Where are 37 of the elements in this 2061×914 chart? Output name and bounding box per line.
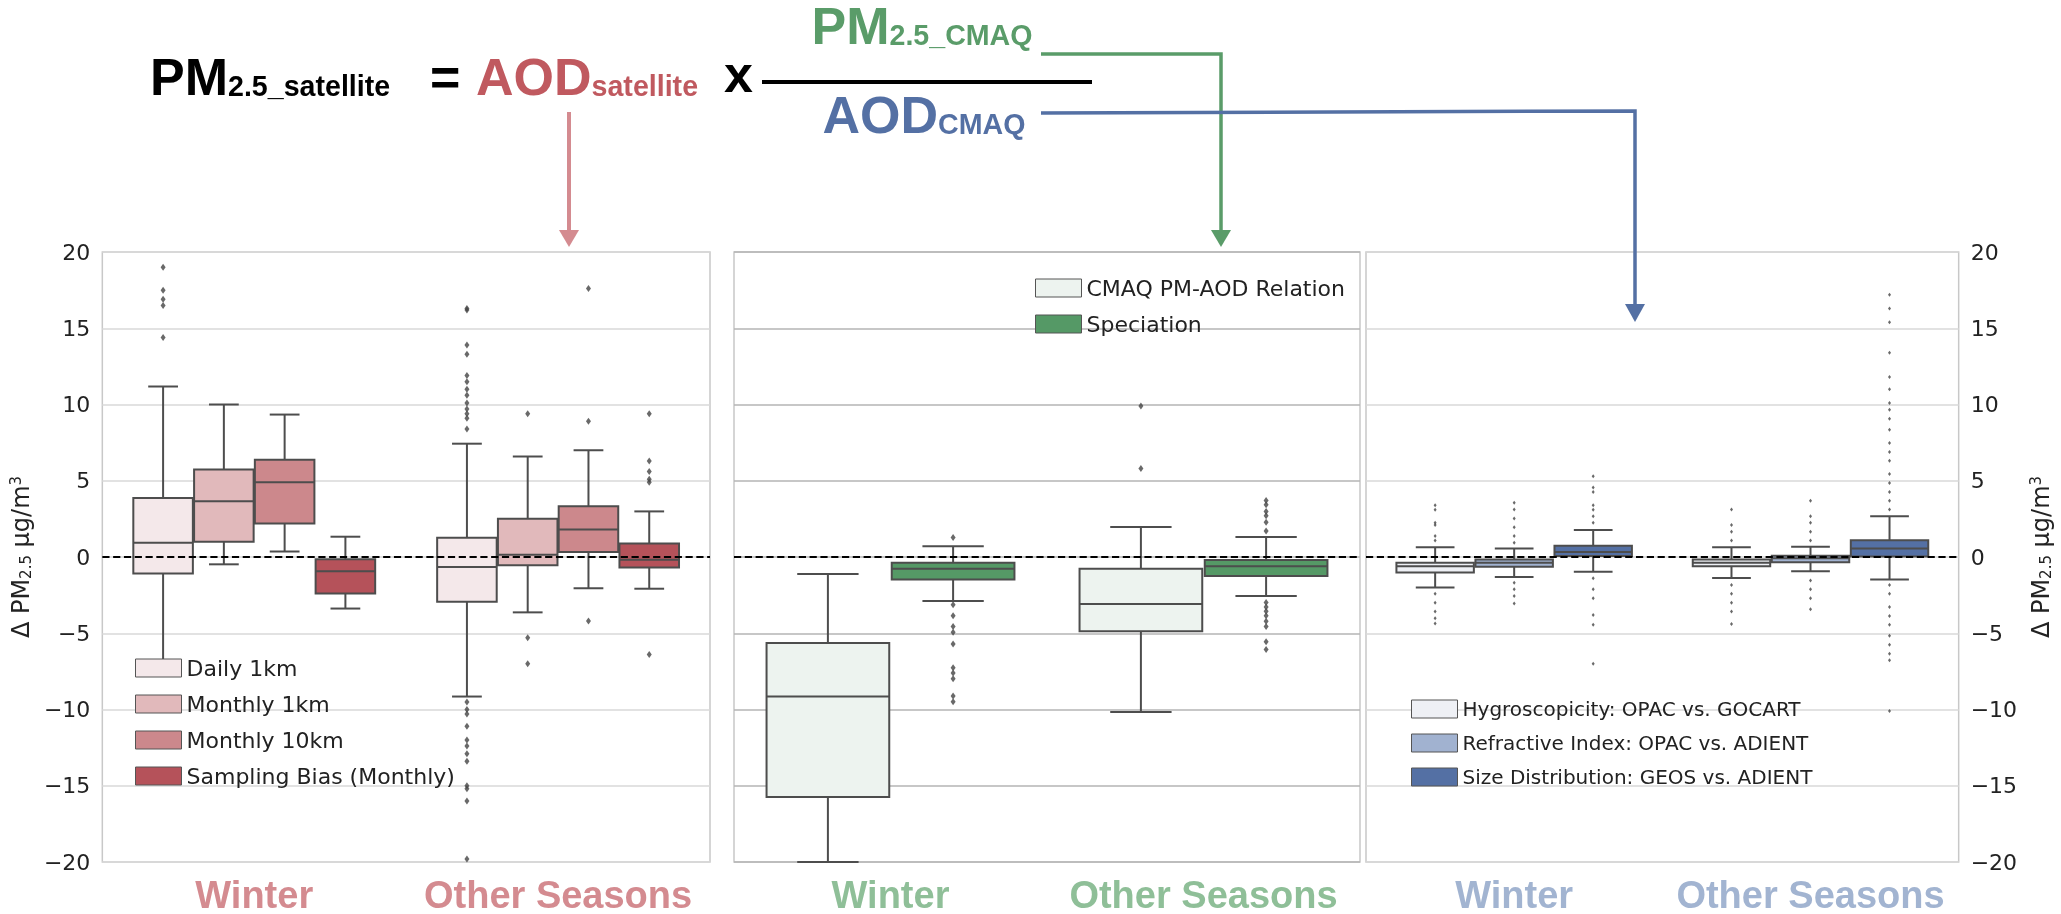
x-tick-label: Winter bbox=[1455, 874, 1574, 914]
legend-label: Monthly 1km bbox=[186, 691, 330, 717]
y-tick-label: 15 bbox=[62, 315, 91, 341]
legend-label: Daily 1km bbox=[186, 655, 298, 681]
y-tick-label: −20 bbox=[43, 849, 91, 875]
y2-tick-label: −15 bbox=[1970, 773, 2018, 799]
legend-label: Refractive Index: OPAC vs. ADIENT bbox=[1462, 731, 1810, 755]
y-tick-label: 5 bbox=[76, 468, 91, 494]
x-tick-label: Other Seasons bbox=[1069, 874, 1338, 914]
x-tick-label: Other Seasons bbox=[423, 874, 693, 914]
y-axis-title: Δ PM2.5 μg/m3 bbox=[6, 475, 35, 639]
y-tick-label: −5 bbox=[57, 620, 91, 646]
legend-label: CMAQ PM-AOD Relation bbox=[1086, 275, 1345, 301]
y-tick-label: 0 bbox=[76, 544, 91, 570]
x-tick-label: Winter bbox=[831, 874, 950, 914]
x-tick-label: Other Seasons bbox=[1676, 874, 1945, 914]
x-tick-label: Winter bbox=[195, 874, 314, 914]
y2-tick-label: 15 bbox=[1970, 315, 1999, 341]
text: = bbox=[430, 48, 461, 106]
legend-label: Monthly 10km bbox=[186, 727, 344, 753]
y-tick-label: −10 bbox=[43, 697, 91, 722]
y-tick-label: −15 bbox=[43, 773, 91, 799]
y2-tick-label: −20 bbox=[1970, 849, 2018, 875]
y2-tick-label: 5 bbox=[1970, 468, 1985, 494]
y2-tick-label: −5 bbox=[1970, 620, 2004, 646]
legend-label: Hygroscopicity: OPAC vs. GOCART bbox=[1462, 697, 1802, 721]
legend-label: Size Distribution: GEOS vs. ADIENT bbox=[1462, 765, 1814, 789]
y2-tick-label: 20 bbox=[1970, 239, 1999, 265]
y2-axis-title: Δ PM2.5 μg/m3 bbox=[2026, 475, 2055, 639]
y2-tick-label: 0 bbox=[1970, 544, 1985, 570]
y-tick-label: 10 bbox=[62, 392, 91, 417]
legend-label: Sampling Bias (Monthly) bbox=[186, 763, 455, 789]
y2-tick-label: 10 bbox=[1970, 392, 1999, 417]
legend-label: Speciation bbox=[1086, 311, 1202, 337]
text: x bbox=[724, 45, 753, 103]
y2-tick-label: −10 bbox=[1970, 697, 2018, 722]
y-tick-label: 20 bbox=[62, 239, 91, 265]
